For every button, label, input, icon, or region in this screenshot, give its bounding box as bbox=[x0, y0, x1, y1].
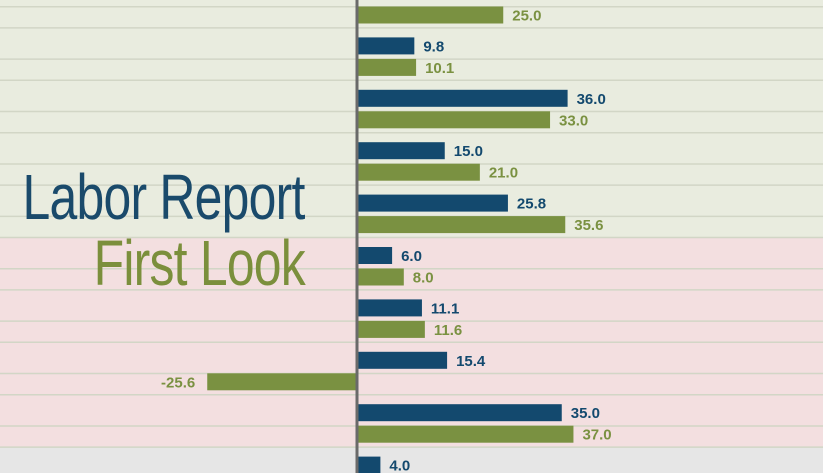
data-label-series-a: 35.0 bbox=[571, 405, 600, 422]
data-label-series-a: 9.8 bbox=[423, 38, 444, 55]
data-label-series-b: 37.0 bbox=[582, 427, 611, 444]
bar-series-a bbox=[357, 404, 562, 422]
bar-series-b bbox=[357, 216, 566, 234]
bar-series-a bbox=[357, 142, 445, 160]
data-label-series-b: 21.0 bbox=[489, 165, 518, 182]
bar-series-a bbox=[357, 37, 415, 55]
data-labels: 25.0 9.8 10.1 36.0 33.0 15.0 21.0 25.8 35.6 6.0 8.… bbox=[161, 8, 612, 473]
bar-series-b bbox=[357, 268, 404, 286]
data-label-series-a: 6.0 bbox=[401, 248, 422, 265]
bar-series-b bbox=[357, 320, 425, 338]
bar-series-a bbox=[357, 456, 381, 473]
data-label-series-b: 33.0 bbox=[559, 112, 588, 129]
data-label-series-b: 25.0 bbox=[512, 8, 541, 25]
data-label-series-a: 25.8 bbox=[517, 196, 546, 213]
data-label-series-a: 11.1 bbox=[431, 300, 459, 317]
data-label-series-b: 10.1 bbox=[425, 60, 454, 77]
bar-series-b bbox=[357, 58, 417, 76]
data-label-series-b: -25.6 bbox=[161, 374, 195, 391]
bar-series-b bbox=[357, 111, 551, 129]
bar-series-a bbox=[357, 299, 422, 317]
data-label-series-a: 15.4 bbox=[456, 353, 486, 370]
chart-title: Labor Report bbox=[22, 161, 306, 233]
data-label-series-a: 36.0 bbox=[577, 91, 606, 108]
data-label-series-b: 35.6 bbox=[574, 217, 603, 234]
bar-series-b bbox=[357, 425, 574, 443]
bars bbox=[207, 6, 574, 473]
data-label-series-a: 15.0 bbox=[454, 143, 483, 160]
data-label-series-b: 8.0 bbox=[413, 270, 434, 287]
bar-series-a bbox=[357, 247, 393, 264]
band-gray bbox=[0, 446, 823, 473]
bar-series-b bbox=[357, 6, 504, 24]
data-label-series-a: 4.0 bbox=[389, 458, 410, 473]
chart-subtitle: First Look bbox=[93, 227, 306, 299]
bar-series-a bbox=[357, 194, 508, 212]
data-label-series-b: 11.6 bbox=[434, 322, 462, 339]
bar-series-b bbox=[357, 163, 480, 181]
bar-series-a bbox=[357, 351, 448, 369]
bar-series-a bbox=[357, 89, 568, 107]
bar-series-b bbox=[207, 373, 357, 391]
